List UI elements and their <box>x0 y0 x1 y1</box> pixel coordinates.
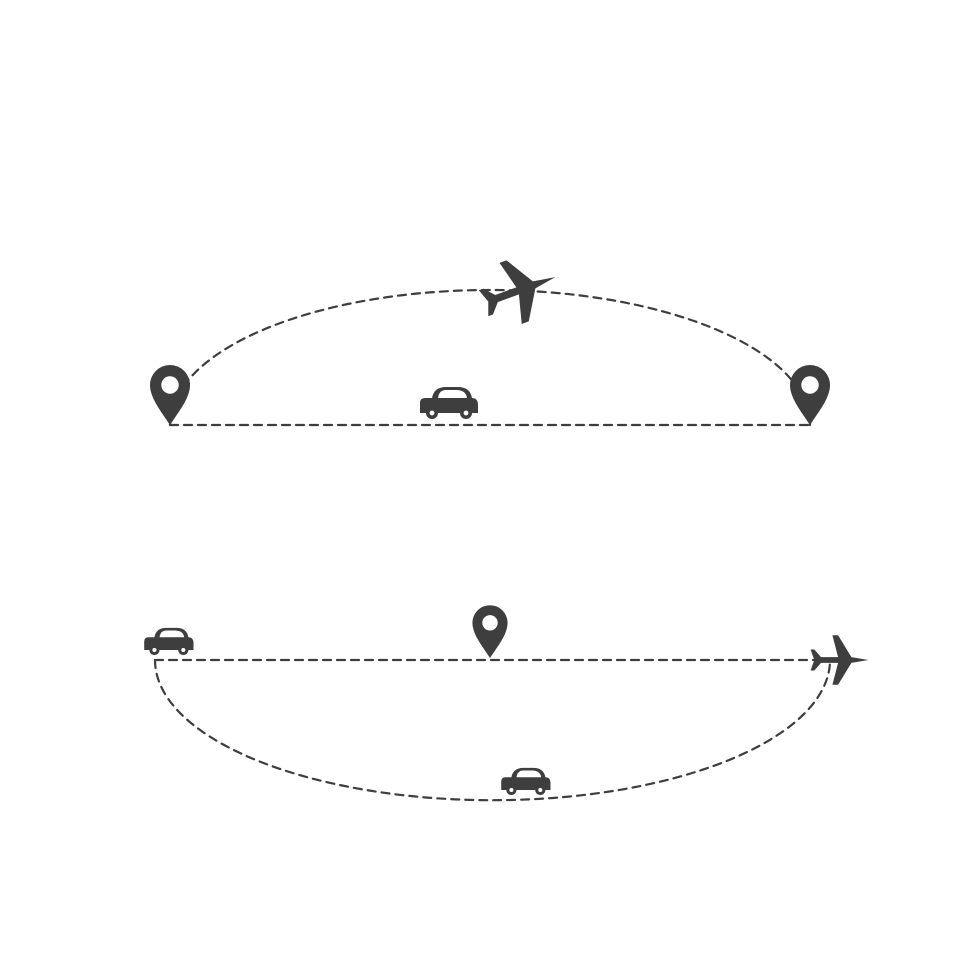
pin-end-icon <box>790 365 830 425</box>
route-bottom <box>144 605 868 800</box>
car-icon <box>420 387 478 419</box>
airplane-end-icon <box>811 635 869 684</box>
travel-routes-diagram <box>0 0 980 980</box>
pin-start-icon <box>150 365 190 425</box>
route-bottom-arc <box>155 660 830 800</box>
pin-mid-icon <box>472 605 507 658</box>
car-route-icon <box>501 768 550 795</box>
car-start-icon <box>144 628 193 655</box>
route-top <box>150 247 830 425</box>
